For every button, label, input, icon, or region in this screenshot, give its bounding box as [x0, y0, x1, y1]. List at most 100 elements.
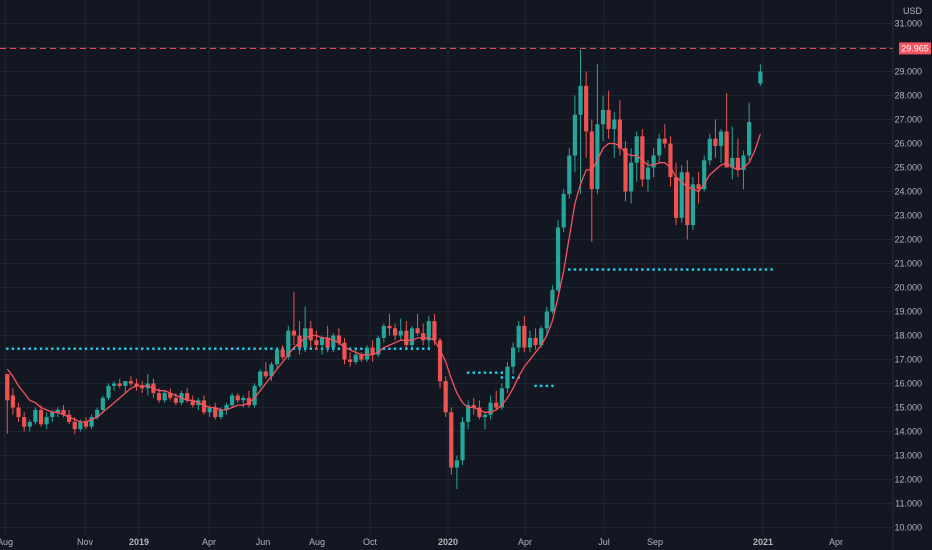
- candle[interactable]: [482, 412, 488, 430]
- candle[interactable]: [325, 325, 330, 353]
- candle[interactable]: [623, 141, 628, 202]
- candle[interactable]: [224, 402, 229, 415]
- candle[interactable]: [578, 49, 583, 194]
- candle[interactable]: [359, 352, 364, 362]
- candle[interactable]: [634, 131, 639, 182]
- candle[interactable]: [488, 395, 493, 420]
- candle[interactable]: [263, 361, 268, 379]
- candle[interactable]: [505, 361, 510, 394]
- candle[interactable]: [758, 64, 763, 86]
- candle[interactable]: [106, 383, 111, 401]
- candle[interactable]: [685, 160, 690, 240]
- candle[interactable]: [735, 138, 740, 178]
- candle[interactable]: [437, 337, 443, 389]
- candle[interactable]: [16, 402, 21, 422]
- candle[interactable]: [443, 376, 448, 418]
- candles[interactable]: [5, 49, 763, 490]
- candle[interactable]: [544, 306, 549, 336]
- candle[interactable]: [38, 405, 44, 427]
- candle[interactable]: [606, 90, 611, 139]
- candle[interactable]: [516, 321, 521, 353]
- candle[interactable]: [561, 189, 566, 233]
- candle[interactable]: [415, 313, 420, 336]
- candle[interactable]: [44, 412, 49, 430]
- candle[interactable]: [376, 335, 381, 358]
- candle[interactable]: [595, 64, 600, 194]
- candle[interactable]: [640, 129, 645, 187]
- candle[interactable]: [269, 361, 274, 382]
- candle[interactable]: [629, 148, 634, 204]
- candle[interactable]: [449, 407, 454, 475]
- candle[interactable]: [747, 102, 752, 161]
- candle[interactable]: [274, 347, 280, 370]
- candle[interactable]: [387, 313, 392, 336]
- candle[interactable]: [381, 323, 386, 343]
- candle[interactable]: [584, 71, 589, 158]
- candle[interactable]: [668, 136, 673, 187]
- candle[interactable]: [128, 376, 134, 386]
- candle[interactable]: [364, 345, 370, 362]
- candle[interactable]: [111, 381, 117, 391]
- candle[interactable]: [673, 162, 679, 226]
- candle[interactable]: [567, 148, 572, 199]
- candle[interactable]: [522, 316, 527, 353]
- candle[interactable]: [89, 414, 94, 430]
- candle[interactable]: [22, 412, 27, 432]
- candle[interactable]: [252, 383, 257, 408]
- candle[interactable]: [100, 395, 105, 413]
- candle[interactable]: [679, 165, 684, 223]
- candle[interactable]: [494, 390, 499, 410]
- candle[interactable]: [140, 381, 145, 394]
- candle[interactable]: [117, 378, 122, 389]
- candle[interactable]: [702, 155, 707, 192]
- candle[interactable]: [213, 402, 218, 420]
- candle[interactable]: [331, 333, 336, 353]
- candle[interactable]: [308, 321, 313, 348]
- candle[interactable]: [348, 352, 353, 367]
- candle[interactable]: [696, 172, 701, 204]
- candle[interactable]: [280, 345, 285, 360]
- candle[interactable]: [426, 316, 431, 348]
- candle[interactable]: [246, 390, 252, 408]
- candle[interactable]: [730, 126, 735, 180]
- candle[interactable]: [370, 340, 375, 362]
- candle[interactable]: [190, 395, 195, 408]
- candle[interactable]: [466, 400, 471, 430]
- candle[interactable]: [572, 95, 578, 173]
- candle[interactable]: [511, 342, 516, 374]
- candle[interactable]: [724, 93, 729, 168]
- candle[interactable]: [297, 321, 302, 355]
- candle[interactable]: [5, 373, 10, 434]
- candle[interactable]: [83, 417, 89, 430]
- candle[interactable]: [33, 407, 38, 425]
- candle[interactable]: [690, 177, 696, 230]
- candle[interactable]: [454, 455, 459, 490]
- candle[interactable]: [718, 129, 724, 163]
- candle[interactable]: [527, 330, 533, 353]
- candle[interactable]: [555, 220, 561, 293]
- candle[interactable]: [314, 330, 319, 350]
- candle[interactable]: [612, 112, 617, 158]
- candle[interactable]: [27, 419, 32, 432]
- candle[interactable]: [471, 397, 476, 415]
- y-axis-panel[interactable]: [893, 0, 932, 550]
- candle[interactable]: [162, 390, 167, 403]
- candle[interactable]: [651, 148, 656, 178]
- candle[interactable]: [600, 95, 606, 142]
- candle[interactable]: [230, 393, 235, 408]
- candle[interactable]: [662, 124, 667, 149]
- candle[interactable]: [342, 337, 347, 365]
- candle[interactable]: [589, 119, 594, 242]
- candle[interactable]: [460, 417, 465, 466]
- candle[interactable]: [404, 321, 409, 348]
- candle[interactable]: [533, 328, 538, 350]
- candle[interactable]: [10, 388, 16, 415]
- candle[interactable]: [398, 318, 403, 341]
- candle[interactable]: [392, 323, 398, 341]
- candle[interactable]: [291, 292, 297, 346]
- candle[interactable]: [657, 133, 662, 163]
- candle[interactable]: [258, 369, 263, 389]
- candle[interactable]: [134, 378, 139, 391]
- candle[interactable]: [123, 381, 128, 394]
